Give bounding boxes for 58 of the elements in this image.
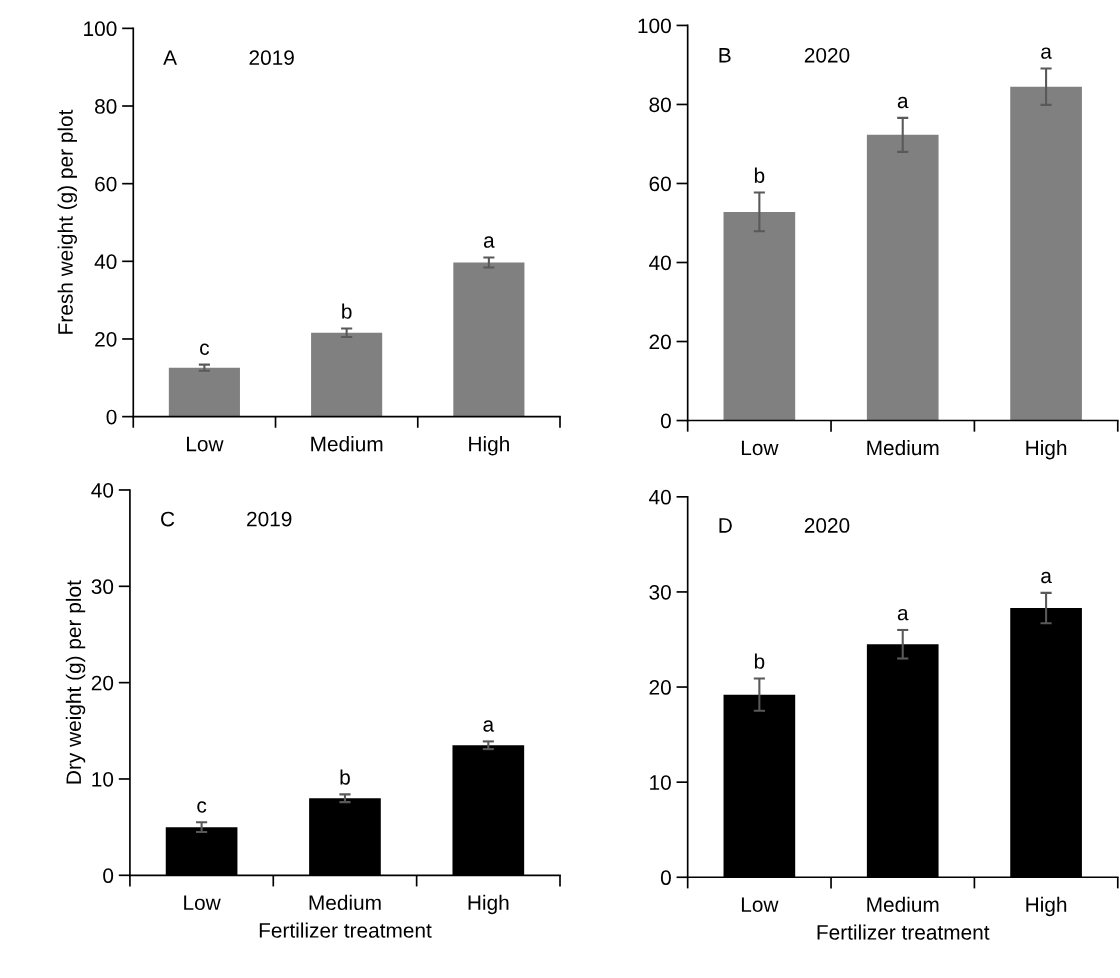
x-axis-title: Fertilizer treatment xyxy=(259,922,432,938)
annotation: a xyxy=(483,720,495,732)
x-tick-label: Medium xyxy=(867,896,939,913)
x-tick-label: Low xyxy=(187,436,224,452)
annotation: 2020 xyxy=(804,518,850,533)
y-tick-label: 0 xyxy=(660,870,671,886)
y-tick-label: 10 xyxy=(650,775,671,790)
annotation: c xyxy=(200,343,210,355)
y-axis-title: Fresh weight (g) per plot xyxy=(57,109,77,334)
y-tick-label: 10 xyxy=(92,771,114,787)
annotation: b xyxy=(342,303,352,319)
x-tick-label: High xyxy=(1026,896,1067,917)
annotation: B xyxy=(719,48,731,63)
annotation: a xyxy=(483,236,495,248)
annotation: 2019 xyxy=(247,511,292,527)
y-tick-label: 0 xyxy=(106,409,117,425)
x-tick-label: High xyxy=(468,894,509,915)
annotation: a xyxy=(1041,47,1052,59)
y-tick-label: 0 xyxy=(103,868,114,884)
y-tick-label: 0 xyxy=(660,413,671,429)
x-tick-label: High xyxy=(1026,439,1067,460)
y-tick-label: 30 xyxy=(649,584,671,600)
x-tick-label: Medium xyxy=(867,439,939,456)
y-tick-label: 100 xyxy=(638,18,671,34)
annotation: a xyxy=(897,608,909,621)
y-tick-label: 20 xyxy=(95,331,117,347)
annotation: a xyxy=(897,96,909,109)
annotation: b xyxy=(754,167,765,183)
y-tick-label: 40 xyxy=(649,255,671,271)
y-tick-label: 40 xyxy=(91,482,114,498)
annotation: b xyxy=(754,653,765,669)
x-tick-label: Low xyxy=(184,895,221,911)
y-tick-label: 80 xyxy=(649,97,671,113)
y-tick-label: 60 xyxy=(649,176,671,192)
x-tick-label: Medium xyxy=(311,436,383,452)
annotation: b xyxy=(340,769,350,785)
annotation: 2020 xyxy=(804,47,850,63)
x-tick-label: High xyxy=(469,436,509,456)
x-tick-label: Low xyxy=(741,897,779,913)
y-tick-label: 40 xyxy=(94,254,117,270)
annotation: 2019 xyxy=(249,50,294,66)
annotation: A xyxy=(163,50,177,65)
y-tick-label: 20 xyxy=(649,334,671,350)
annotation: D xyxy=(719,518,732,533)
y-tick-label: 30 xyxy=(91,579,114,595)
annotation: c xyxy=(197,801,207,813)
x-tick-label: Low xyxy=(741,440,779,456)
annotation: a xyxy=(1041,571,1052,584)
y-tick-label: 100 xyxy=(84,21,117,37)
y-tick-label: 80 xyxy=(95,99,117,114)
y-tick-label: 20 xyxy=(91,675,114,691)
y-axis-title: Dry weight (g) per plot xyxy=(65,580,86,784)
y-tick-label: 60 xyxy=(95,176,117,192)
y-tick-label: 40 xyxy=(649,489,671,505)
x-axis-title: Fertilizer treatment xyxy=(817,924,990,940)
x-tick-label: Medium xyxy=(309,894,381,911)
annotation: C xyxy=(161,511,175,527)
y-tick-label: 20 xyxy=(649,680,671,695)
